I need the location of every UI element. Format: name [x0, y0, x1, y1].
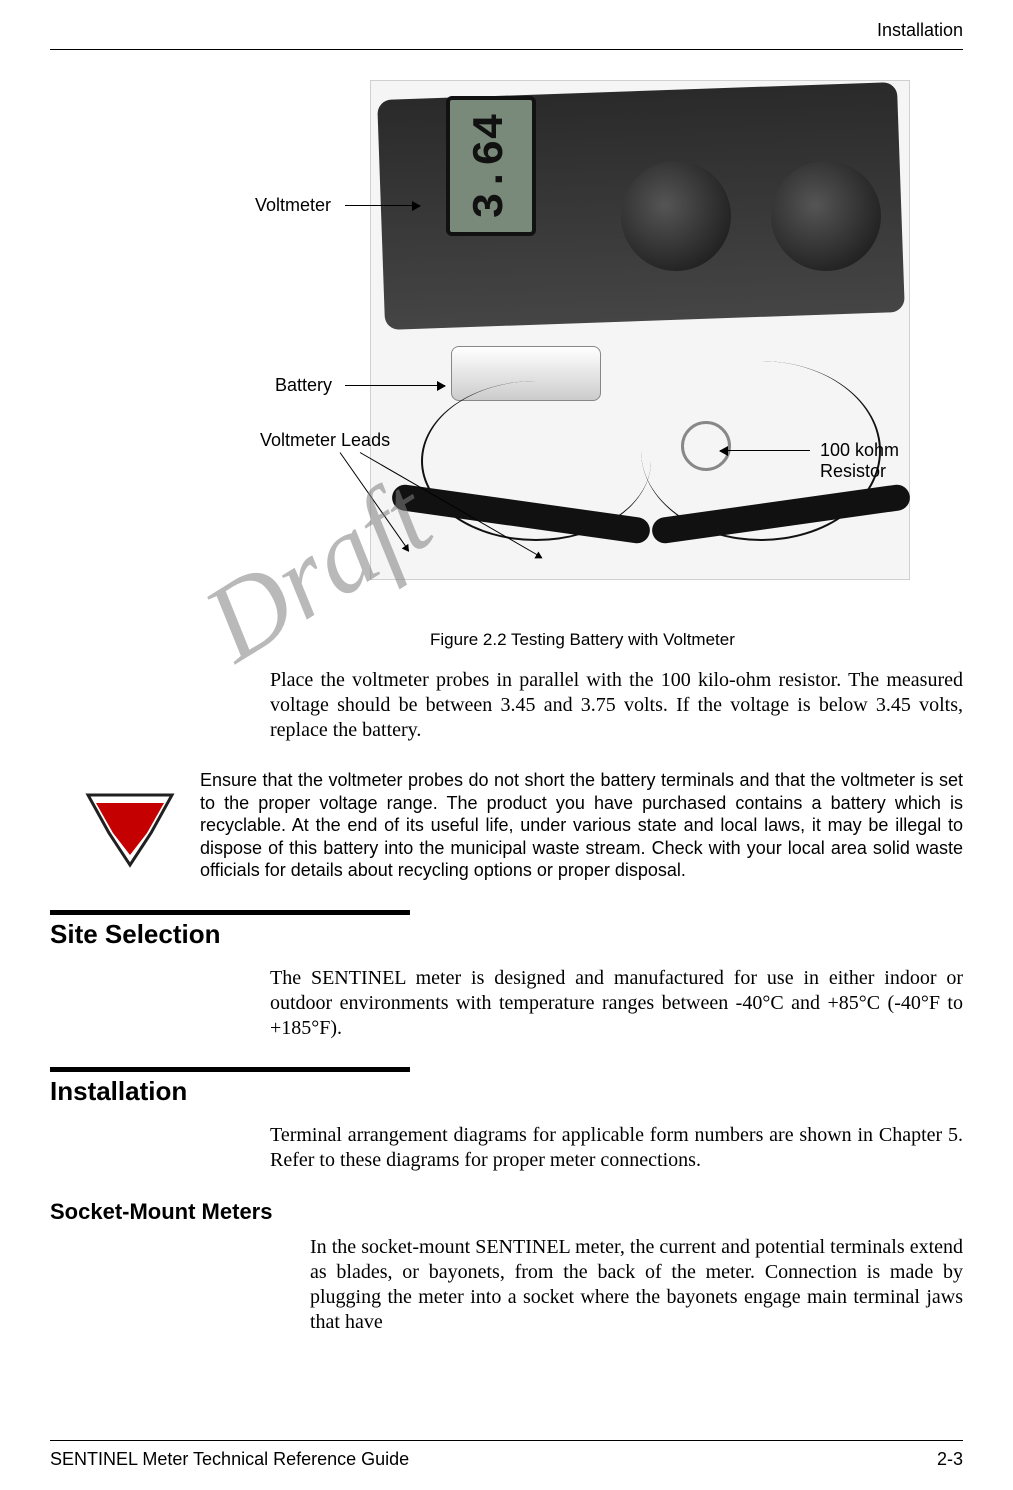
paragraph-site-selection: The SENTINEL meter is designed and manuf… — [270, 966, 963, 1041]
multimeter-display: 3.64 — [446, 96, 536, 236]
paragraph-installation: Terminal arrangement diagrams for applic… — [270, 1123, 963, 1173]
section-rule-install — [50, 1067, 410, 1072]
figure-area: 3.64 Voltmeter Battery Voltmeter Leads 1… — [50, 80, 963, 610]
caution-icon — [80, 769, 180, 878]
footer-rule — [50, 1440, 963, 1441]
heading-installation: Installation — [50, 1076, 963, 1107]
label-battery: Battery — [275, 375, 332, 396]
arrow-voltmeter — [345, 205, 420, 206]
arrow-resistor — [720, 450, 810, 451]
section-installation: Installation Terminal arrangement diagra… — [50, 1067, 963, 1335]
heading-site-selection: Site Selection — [50, 919, 963, 950]
footer-doc-title: SENTINEL Meter Technical Reference Guide — [50, 1449, 409, 1470]
dial-left — [621, 161, 731, 271]
figure-caption: Figure 2.2 Testing Battery with Voltmete… — [270, 630, 963, 650]
heading-socket-mount: Socket-Mount Meters — [50, 1199, 963, 1225]
arrow-battery — [345, 385, 445, 386]
page-header: Installation — [50, 0, 963, 49]
section-rule-site — [50, 910, 410, 915]
footer-page-number: 2-3 — [937, 1449, 963, 1470]
paragraph-caution: Ensure that the voltmeter probes do not … — [200, 769, 963, 882]
label-voltmeter: Voltmeter — [255, 195, 331, 216]
label-resistor: 100 kohm Resistor — [820, 440, 963, 482]
page-footer: SENTINEL Meter Technical Reference Guide… — [50, 1440, 963, 1470]
label-leads: Voltmeter Leads — [260, 430, 390, 451]
paragraph-place-probes: Place the voltmeter probes in parallel w… — [270, 668, 963, 743]
paragraph-socket-mount: In the socket-mount SENTINEL meter, the … — [310, 1235, 963, 1335]
caution-block: Ensure that the voltmeter probes do not … — [80, 769, 963, 882]
header-rule — [50, 49, 963, 50]
dial-right — [771, 161, 881, 271]
section-site-selection: Site Selection The SENTINEL meter is des… — [50, 910, 963, 1041]
